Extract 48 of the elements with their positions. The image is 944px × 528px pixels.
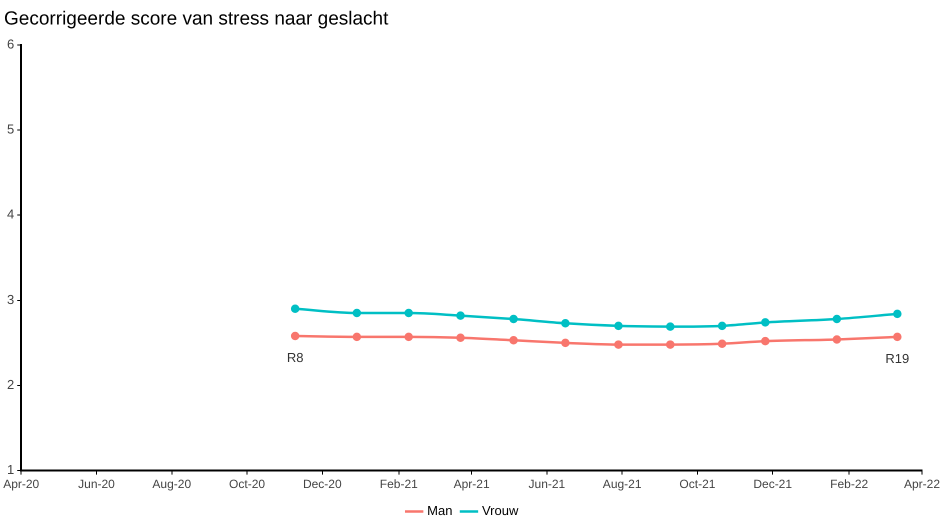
point <box>404 332 413 342</box>
point <box>761 336 770 346</box>
x-tick-label: Apr-22 <box>904 477 940 492</box>
point <box>718 339 726 348</box>
x-tick-label: Dec-21 <box>753 477 792 492</box>
point <box>456 311 465 320</box>
point <box>561 319 570 328</box>
annotation: R19 <box>885 350 910 366</box>
point <box>290 332 300 340</box>
x-tick-label: Apr-20 <box>3 477 40 492</box>
point <box>666 340 675 349</box>
point <box>404 308 413 318</box>
y-tick-label: 3 <box>6 292 14 307</box>
chart-title: Gecorrigeerde score van stress naar geslacht <box>4 8 390 30</box>
legend-label: Vrouw <box>482 503 519 518</box>
point <box>832 314 842 324</box>
point <box>290 304 300 314</box>
x-tick-label: Oct-21 <box>679 477 716 492</box>
point <box>561 338 570 348</box>
point <box>666 322 675 331</box>
x-tick-label: Apr-21 <box>454 477 490 492</box>
x-tick-label: Feb-22 <box>830 477 869 492</box>
point <box>761 318 770 327</box>
y-tick-label: 1 <box>6 462 14 478</box>
annotation: R8 <box>286 350 304 366</box>
x-tick-label: Jun-21 <box>528 477 566 492</box>
point <box>456 334 465 342</box>
point <box>509 314 518 324</box>
point <box>893 310 902 318</box>
x-tick-label: Jun-20 <box>78 477 116 492</box>
point <box>893 332 902 342</box>
x-tick-label: Oct-20 <box>229 477 266 492</box>
point <box>352 332 362 342</box>
y-tick-label: 2 <box>6 377 14 392</box>
x-tick-label: Aug-21 <box>602 477 642 492</box>
legend-label: Man <box>427 503 452 518</box>
x-tick-label: Aug-20 <box>152 477 192 492</box>
point <box>718 322 726 330</box>
y-tick-label: 4 <box>6 206 14 222</box>
point <box>614 322 623 330</box>
y-tick-label: 6 <box>6 36 14 52</box>
y-tick-label: 5 <box>6 122 14 137</box>
point <box>614 340 623 349</box>
point <box>832 335 842 344</box>
x-tick-label: Feb-21 <box>380 477 418 492</box>
x-tick-label: Dec-20 <box>302 477 342 492</box>
point <box>352 308 362 318</box>
point <box>509 336 518 345</box>
